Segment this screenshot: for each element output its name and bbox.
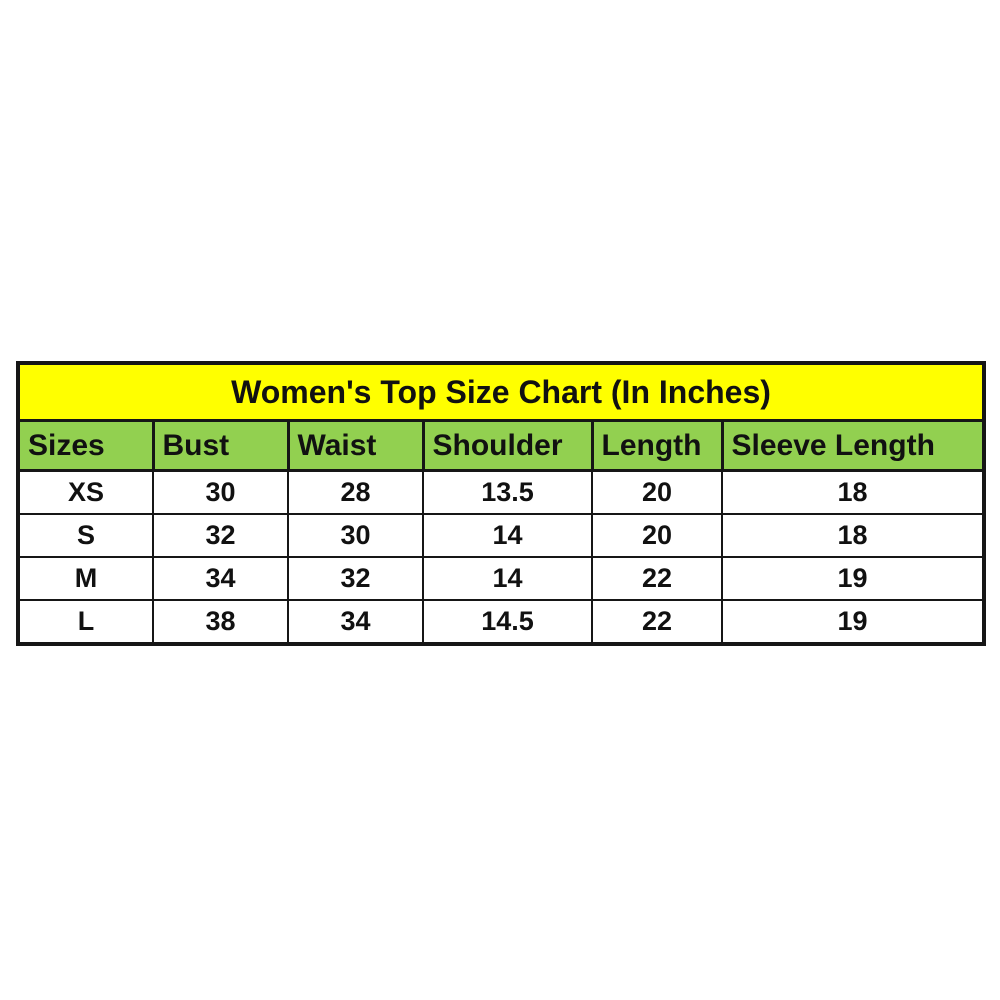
column-header-length: Length <box>590 419 724 472</box>
cell-waist: 28 <box>287 469 424 515</box>
cell-shoulder: 14.5 <box>422 599 593 645</box>
table-row-xs: XS 30 28 13.5 20 18 <box>17 469 985 515</box>
cell-bust: 34 <box>152 556 289 601</box>
header-row: Sizes Bust Waist Shoulder Length Sleeve … <box>16 419 986 472</box>
cell-length: 20 <box>591 469 723 515</box>
cell-bust: 32 <box>152 513 289 558</box>
size-chart-table: Women's Top Size Chart (In Inches) Sizes… <box>16 361 986 646</box>
table-row-s: S 32 30 14 20 18 <box>17 513 985 558</box>
table-row-m: M 34 32 14 22 19 <box>17 556 985 601</box>
cell-sleeve-length: 19 <box>721 599 985 645</box>
column-header-shoulder: Shoulder <box>421 419 594 472</box>
cell-bust: 38 <box>152 599 289 645</box>
chart-title: Women's Top Size Chart (In Inches) <box>16 361 986 422</box>
cell-sleeve-length: 18 <box>721 513 985 558</box>
title-row: Women's Top Size Chart (In Inches) <box>16 361 986 422</box>
table-row-l: L 38 34 14.5 22 19 <box>17 599 985 645</box>
cell-shoulder: 14 <box>422 556 593 601</box>
cell-bust: 30 <box>152 469 289 515</box>
cell-shoulder: 13.5 <box>422 469 593 515</box>
cell-shoulder: 14 <box>422 513 593 558</box>
cell-size-label: L <box>17 599 154 645</box>
cell-sleeve-length: 19 <box>721 556 985 601</box>
column-header-sizes: Sizes <box>16 419 155 472</box>
cell-length: 20 <box>591 513 723 558</box>
cell-waist: 30 <box>287 513 424 558</box>
cell-waist: 34 <box>287 599 424 645</box>
cell-sleeve-length: 18 <box>721 469 985 515</box>
cell-size-label: M <box>17 556 154 601</box>
cell-size-label: S <box>17 513 154 558</box>
cell-waist: 32 <box>287 556 424 601</box>
column-header-bust: Bust <box>151 419 290 472</box>
cell-length: 22 <box>591 556 723 601</box>
column-header-waist: Waist <box>286 419 425 472</box>
cell-size-label: XS <box>17 469 154 515</box>
column-header-sleeve-length: Sleeve Length <box>720 419 986 472</box>
cell-length: 22 <box>591 599 723 645</box>
